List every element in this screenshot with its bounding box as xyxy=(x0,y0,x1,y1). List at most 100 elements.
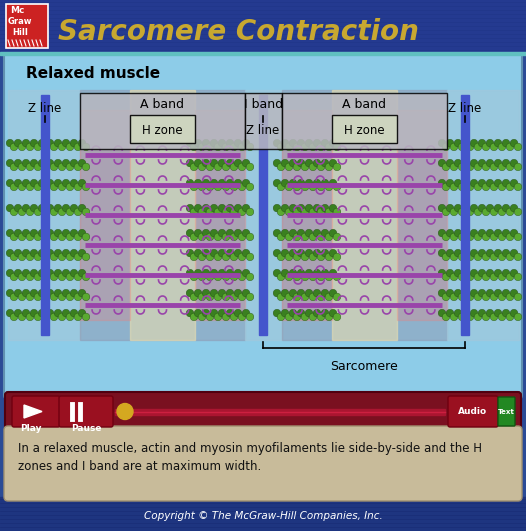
Circle shape xyxy=(317,143,325,151)
Circle shape xyxy=(462,204,470,212)
Circle shape xyxy=(22,139,30,147)
Circle shape xyxy=(246,183,254,191)
Circle shape xyxy=(325,313,333,321)
Text: zones and I band are at maximum width.: zones and I band are at maximum width. xyxy=(18,460,261,473)
Circle shape xyxy=(194,159,202,167)
Circle shape xyxy=(277,233,285,241)
Circle shape xyxy=(226,204,234,212)
Circle shape xyxy=(238,183,246,191)
Circle shape xyxy=(54,309,62,317)
Circle shape xyxy=(325,163,333,170)
Circle shape xyxy=(186,289,194,297)
Circle shape xyxy=(466,183,474,191)
Circle shape xyxy=(281,289,289,297)
Circle shape xyxy=(446,204,454,212)
Circle shape xyxy=(238,253,246,261)
Circle shape xyxy=(82,143,90,151)
Circle shape xyxy=(22,309,30,317)
Circle shape xyxy=(498,253,506,261)
Circle shape xyxy=(246,163,254,170)
Circle shape xyxy=(70,159,78,167)
Circle shape xyxy=(454,269,462,277)
Circle shape xyxy=(289,179,297,187)
Circle shape xyxy=(230,183,238,191)
Circle shape xyxy=(502,289,510,297)
Circle shape xyxy=(325,273,333,281)
Circle shape xyxy=(466,313,474,321)
Circle shape xyxy=(206,163,214,170)
Circle shape xyxy=(10,253,18,261)
Circle shape xyxy=(297,159,305,167)
Circle shape xyxy=(22,249,30,257)
Circle shape xyxy=(333,233,341,241)
Circle shape xyxy=(202,289,210,297)
Circle shape xyxy=(506,273,514,281)
Circle shape xyxy=(313,249,321,257)
Circle shape xyxy=(6,289,14,297)
Circle shape xyxy=(186,159,194,167)
Circle shape xyxy=(277,273,285,281)
Circle shape xyxy=(285,163,293,170)
Text: Pause: Pause xyxy=(71,424,101,433)
Circle shape xyxy=(206,233,214,241)
Circle shape xyxy=(222,293,230,301)
Circle shape xyxy=(58,273,66,281)
Circle shape xyxy=(58,183,66,191)
Bar xyxy=(282,110,332,320)
Circle shape xyxy=(293,273,301,281)
Circle shape xyxy=(486,139,494,147)
FancyBboxPatch shape xyxy=(12,396,60,427)
Circle shape xyxy=(190,183,198,191)
Bar xyxy=(0,0,526,52)
Circle shape xyxy=(333,183,341,191)
Circle shape xyxy=(214,313,222,321)
Bar xyxy=(80,110,130,320)
Circle shape xyxy=(494,289,502,297)
Circle shape xyxy=(277,208,285,216)
Circle shape xyxy=(273,289,281,297)
Circle shape xyxy=(329,159,337,167)
Circle shape xyxy=(490,313,498,321)
Circle shape xyxy=(510,309,518,317)
Circle shape xyxy=(34,163,42,170)
Circle shape xyxy=(42,273,50,281)
Circle shape xyxy=(281,309,289,317)
Circle shape xyxy=(313,204,321,212)
Circle shape xyxy=(285,183,293,191)
Circle shape xyxy=(66,163,74,170)
Circle shape xyxy=(222,233,230,241)
Circle shape xyxy=(474,293,482,301)
Circle shape xyxy=(210,249,218,257)
Circle shape xyxy=(78,159,86,167)
Circle shape xyxy=(486,249,494,257)
Circle shape xyxy=(14,269,22,277)
Bar xyxy=(130,90,195,340)
Circle shape xyxy=(190,143,198,151)
Circle shape xyxy=(74,163,82,170)
Text: Z line: Z line xyxy=(246,124,280,138)
Circle shape xyxy=(194,229,202,237)
Circle shape xyxy=(490,183,498,191)
Circle shape xyxy=(38,269,46,277)
Circle shape xyxy=(462,159,470,167)
Circle shape xyxy=(50,293,58,301)
Circle shape xyxy=(285,313,293,321)
Circle shape xyxy=(198,293,206,301)
Circle shape xyxy=(6,139,14,147)
Circle shape xyxy=(234,229,242,237)
Circle shape xyxy=(238,233,246,241)
Circle shape xyxy=(506,183,514,191)
Circle shape xyxy=(46,249,54,257)
Circle shape xyxy=(442,143,450,151)
Circle shape xyxy=(46,159,54,167)
Circle shape xyxy=(62,289,70,297)
Circle shape xyxy=(210,179,218,187)
Circle shape xyxy=(510,229,518,237)
Circle shape xyxy=(54,179,62,187)
Circle shape xyxy=(66,183,74,191)
Bar xyxy=(245,90,282,340)
Circle shape xyxy=(478,249,486,257)
Circle shape xyxy=(62,249,70,257)
Circle shape xyxy=(206,208,214,216)
Text: Relaxed muscle: Relaxed muscle xyxy=(26,66,160,81)
